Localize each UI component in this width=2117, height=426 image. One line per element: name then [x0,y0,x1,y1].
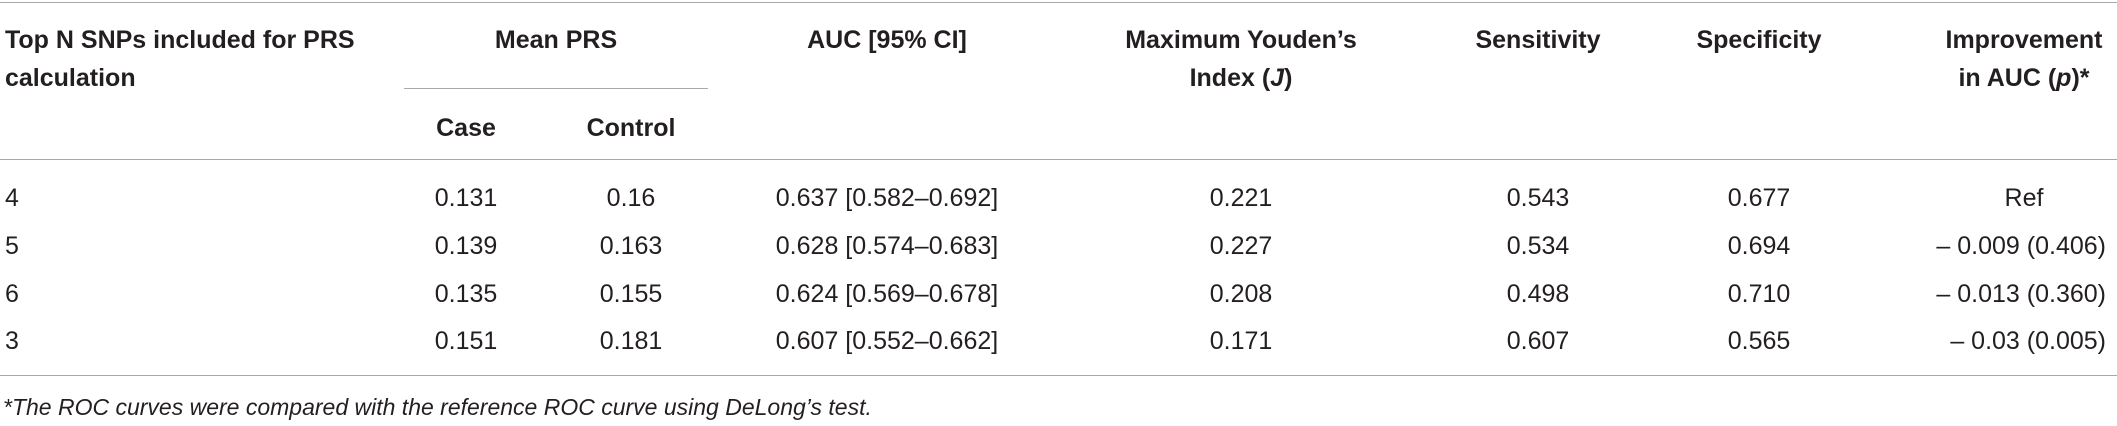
header-control: Control [586,114,676,142]
cell: 0.208 [1209,280,1273,308]
footnote: *The ROC curves were compared with the r… [3,394,872,420]
cell: 0.171 [1209,327,1273,355]
cell: 0.543 [1506,184,1570,212]
top-rule [0,2,2117,3]
header-text-part: ) [1284,64,1293,92]
header-youden: Maximum Youden’s Index (J) [1096,21,1386,97]
cell: 0.710 [1727,280,1791,308]
header-text-part: J [1270,64,1285,92]
bottom-rule [0,375,2117,376]
header-sensitivity: Sensitivity [1475,26,1601,54]
cell: 0.181 [599,327,663,355]
cell: 0.139 [434,232,498,260]
header-text-part: Maximum Youden’s Index ( [1125,26,1357,92]
cell: 3 [5,327,19,355]
header-text-part: p [2056,64,2072,92]
cell: 0.628 [0.574–0.683] [775,232,999,260]
cell: 0.637 [0.582–0.692] [775,184,999,212]
header-case: Case [436,114,496,142]
group-rule [404,88,708,89]
cell: 0.694 [1727,232,1791,260]
cell: 0.565 [1727,327,1791,355]
cell: 0.227 [1209,232,1273,260]
header-auc: AUC [95% CI] [807,26,967,54]
cell: 0.151 [434,327,498,355]
cell: 0.624 [0.569–0.678] [775,280,999,308]
cell: 0.607 [0.552–0.662] [775,327,999,355]
cell: 0.16 [606,184,656,212]
cell: 0.155 [599,280,663,308]
header-rule [0,159,2117,160]
cell: Ref [2004,184,2044,212]
cell: – 0.009 (0.406) [1936,232,2106,260]
cell: 4 [5,184,19,212]
header-snps: Top N SNPs included for PRS calculation [5,26,355,92]
cell: 0.163 [599,232,663,260]
cell: 0.498 [1506,280,1570,308]
header-text-part: Improvement in AUC ( [1945,26,2103,92]
cell: 6 [5,280,19,308]
header-text-part: )* [2071,64,2090,92]
cell: 0.534 [1506,232,1570,260]
header-mean-prs: Mean PRS [494,26,618,54]
cell: 0.131 [434,184,498,212]
cell: – 0.013 (0.360) [1936,280,2106,308]
cell: 0.677 [1727,184,1791,212]
cell: 5 [5,232,19,260]
cell: 0.607 [1506,327,1570,355]
header-specificity: Specificity [1696,26,1822,54]
cell: 0.221 [1209,184,1273,212]
header-improvement: Improvement in AUC (p)* [1934,21,2114,97]
cell: 0.135 [434,280,498,308]
cell: – 0.03 (0.005) [1950,327,2106,355]
